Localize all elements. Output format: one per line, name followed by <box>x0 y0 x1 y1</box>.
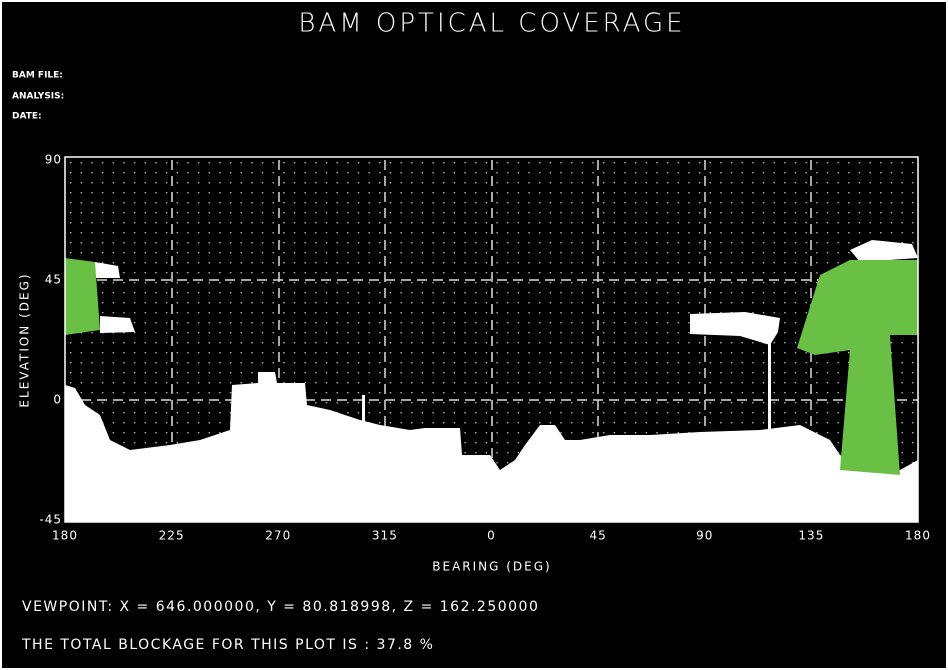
y-tick-label: 0 <box>53 393 62 407</box>
x-tick-label: 225 <box>159 529 185 543</box>
y-tick-label: 90 <box>45 153 62 167</box>
green-zone <box>65 258 918 475</box>
y-axis-label: ELEVATION (DEG) <box>18 272 32 407</box>
x-tick-label: 180 <box>905 529 931 543</box>
field-label: DATE: <box>12 112 42 122</box>
blockage <box>65 240 918 522</box>
blockage-total: THE TOTAL BLOCKAGE FOR THIS PLOT IS : 37… <box>21 637 434 653</box>
x-tick-label: 270 <box>265 529 291 543</box>
x-tick-label: 90 <box>696 529 713 543</box>
viewpoint: VEWPOINT: X = 646.000000, Y = 80.818998,… <box>22 599 539 615</box>
field-label: BAM FILE: <box>12 71 63 81</box>
x-axis-label: BEARING (DEG) <box>432 560 551 574</box>
y-tick-label: -45 <box>39 513 62 527</box>
x-tick-label: 315 <box>372 529 398 543</box>
y-tick-label: 45 <box>45 273 62 287</box>
plot <box>64 156 919 523</box>
x-tick-label: 0 <box>487 529 496 543</box>
x-tick-label: 135 <box>798 529 824 543</box>
x-tick-label: 45 <box>589 529 606 543</box>
x-tick-label: 180 <box>52 529 78 543</box>
field-label: ANALYSIS: <box>12 92 64 102</box>
plot-border <box>64 156 919 523</box>
title: BAM OPTICAL COVERAGE <box>298 9 685 39</box>
